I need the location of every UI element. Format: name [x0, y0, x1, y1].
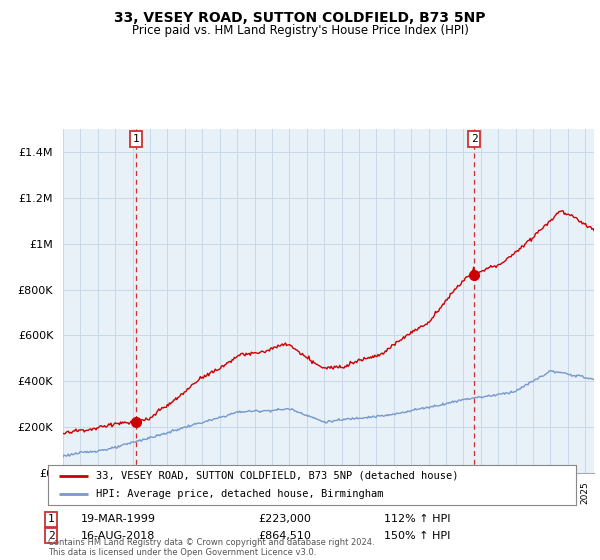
Text: 150% ↑ HPI: 150% ↑ HPI	[384, 531, 451, 541]
Text: 33, VESEY ROAD, SUTTON COLDFIELD, B73 5NP: 33, VESEY ROAD, SUTTON COLDFIELD, B73 5N…	[114, 11, 486, 25]
Text: Price paid vs. HM Land Registry's House Price Index (HPI): Price paid vs. HM Land Registry's House …	[131, 24, 469, 37]
Text: 1: 1	[47, 514, 55, 524]
Text: HPI: Average price, detached house, Birmingham: HPI: Average price, detached house, Birm…	[95, 489, 383, 499]
Text: 33, VESEY ROAD, SUTTON COLDFIELD, B73 5NP (detached house): 33, VESEY ROAD, SUTTON COLDFIELD, B73 5N…	[95, 471, 458, 480]
Text: £223,000: £223,000	[258, 514, 311, 524]
Text: 2: 2	[471, 134, 478, 144]
Text: 16-AUG-2018: 16-AUG-2018	[81, 531, 155, 541]
Text: 1: 1	[133, 134, 140, 144]
Text: Contains HM Land Registry data © Crown copyright and database right 2024.
This d: Contains HM Land Registry data © Crown c…	[48, 538, 374, 557]
Text: 19-MAR-1999: 19-MAR-1999	[81, 514, 156, 524]
Text: 112% ↑ HPI: 112% ↑ HPI	[384, 514, 451, 524]
Text: 2: 2	[47, 531, 55, 541]
Text: £864,510: £864,510	[258, 531, 311, 541]
